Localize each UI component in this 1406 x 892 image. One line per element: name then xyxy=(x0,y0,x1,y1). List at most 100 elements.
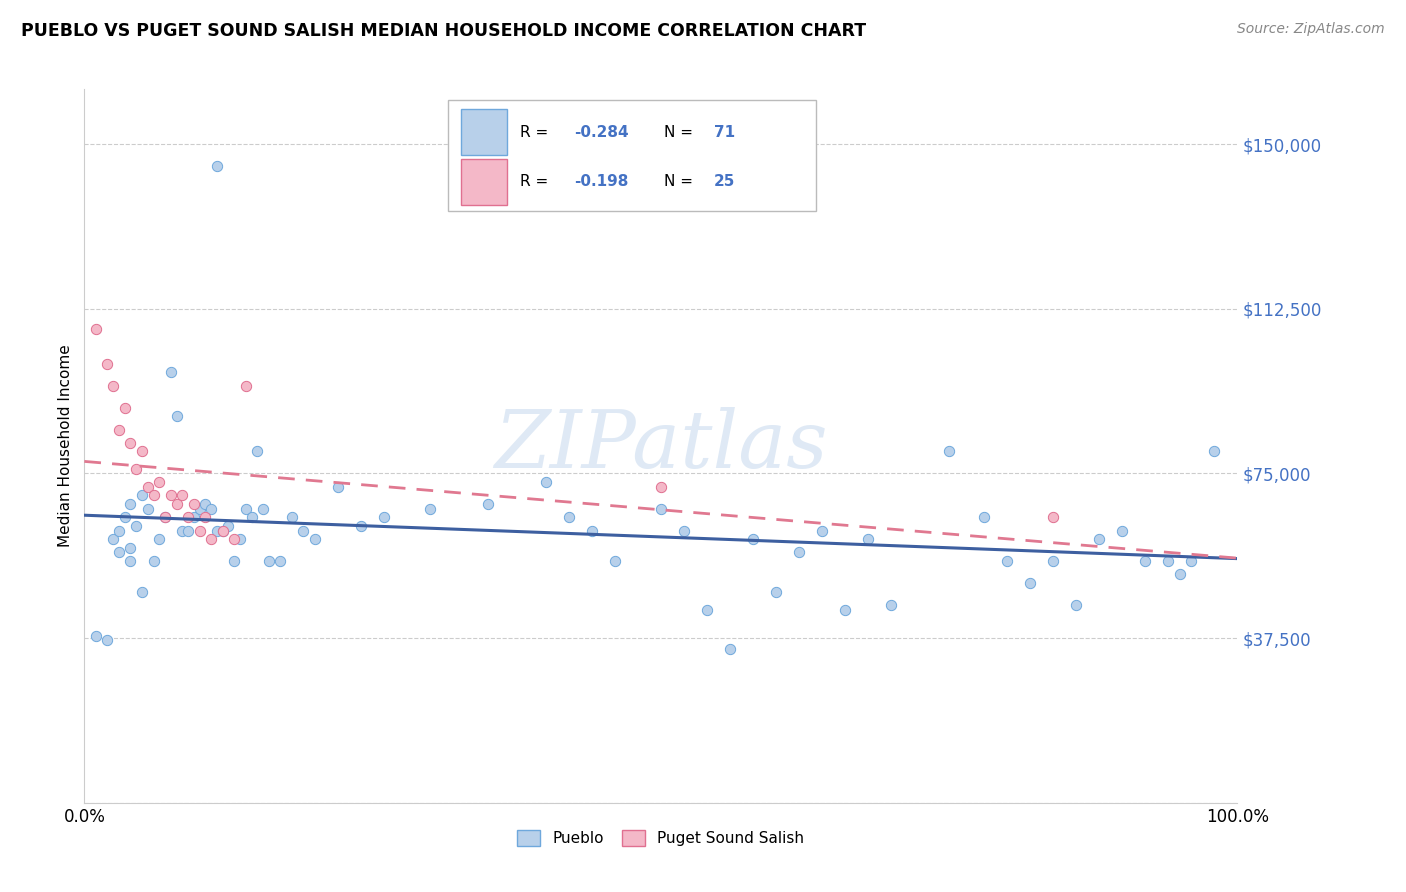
Point xyxy=(136,501,159,516)
Point xyxy=(1042,510,1064,524)
Point xyxy=(183,497,205,511)
Point xyxy=(114,401,136,415)
Text: ZIPatlas: ZIPatlas xyxy=(494,408,828,484)
Point xyxy=(938,444,960,458)
Point xyxy=(1018,576,1040,591)
Point xyxy=(205,524,228,538)
Text: N =: N = xyxy=(664,125,699,139)
Point xyxy=(650,480,672,494)
FancyBboxPatch shape xyxy=(447,100,817,211)
Point xyxy=(148,533,170,547)
Point xyxy=(84,321,107,335)
Point xyxy=(858,533,880,547)
Point xyxy=(177,510,200,524)
Point xyxy=(120,541,142,555)
Point xyxy=(120,554,142,568)
Point xyxy=(973,510,995,524)
Point xyxy=(103,378,124,392)
Point xyxy=(326,480,349,494)
Point xyxy=(419,501,441,516)
Point xyxy=(211,524,233,538)
Text: R =: R = xyxy=(520,175,554,189)
Point xyxy=(120,435,142,450)
Point xyxy=(183,510,205,524)
Point xyxy=(166,497,188,511)
Point xyxy=(120,497,142,511)
Point xyxy=(350,519,373,533)
Point xyxy=(125,462,148,476)
Point xyxy=(1064,598,1087,612)
Point xyxy=(534,475,557,490)
Point xyxy=(177,524,200,538)
Point xyxy=(131,488,153,502)
Point xyxy=(235,378,257,392)
Point xyxy=(718,642,741,657)
Point xyxy=(211,524,233,538)
Point xyxy=(218,519,240,533)
Point xyxy=(1088,533,1111,547)
Text: PUEBLO VS PUGET SOUND SALISH MEDIAN HOUSEHOLD INCOME CORRELATION CHART: PUEBLO VS PUGET SOUND SALISH MEDIAN HOUS… xyxy=(21,22,866,40)
Point xyxy=(603,554,626,568)
Point xyxy=(188,524,211,538)
Text: 25: 25 xyxy=(714,175,735,189)
Text: -0.284: -0.284 xyxy=(575,125,628,139)
Point xyxy=(153,510,176,524)
Point xyxy=(108,423,131,437)
Point xyxy=(1157,554,1180,568)
Point xyxy=(136,480,159,494)
Point xyxy=(650,501,672,516)
Point xyxy=(292,524,315,538)
Point xyxy=(246,444,269,458)
Point xyxy=(240,510,263,524)
Point xyxy=(257,554,280,568)
Point xyxy=(557,510,579,524)
Point xyxy=(1180,554,1202,568)
Point xyxy=(834,602,856,616)
Point xyxy=(200,501,222,516)
Point xyxy=(304,533,326,547)
Point xyxy=(96,633,118,648)
Point xyxy=(131,585,153,599)
Point xyxy=(103,533,124,547)
Point xyxy=(811,524,834,538)
Text: 71: 71 xyxy=(714,125,735,139)
Point xyxy=(252,501,274,516)
Point xyxy=(142,554,165,568)
Point xyxy=(194,497,217,511)
Text: R =: R = xyxy=(520,125,554,139)
Point xyxy=(696,602,718,616)
Point xyxy=(1133,554,1156,568)
Point xyxy=(672,524,695,538)
Point xyxy=(373,510,395,524)
Point xyxy=(765,585,787,599)
Point xyxy=(125,519,148,533)
Point xyxy=(229,533,252,547)
FancyBboxPatch shape xyxy=(461,159,508,205)
Point xyxy=(224,554,246,568)
Point xyxy=(108,524,131,538)
Point xyxy=(995,554,1018,568)
Point xyxy=(1111,524,1133,538)
Point xyxy=(194,510,217,524)
Point xyxy=(160,366,183,380)
Point xyxy=(148,475,170,490)
Point xyxy=(269,554,291,568)
Legend: Pueblo, Puget Sound Salish: Pueblo, Puget Sound Salish xyxy=(512,824,810,852)
Point xyxy=(142,488,165,502)
Text: N =: N = xyxy=(664,175,699,189)
Point xyxy=(160,488,183,502)
Point xyxy=(131,444,153,458)
Point xyxy=(787,545,810,559)
Point xyxy=(172,488,194,502)
FancyBboxPatch shape xyxy=(461,109,508,155)
Point xyxy=(235,501,257,516)
Point xyxy=(114,510,136,524)
Point xyxy=(1042,554,1064,568)
Point xyxy=(205,159,228,173)
Point xyxy=(108,545,131,559)
Point xyxy=(166,409,188,424)
Point xyxy=(188,501,211,516)
Point xyxy=(1204,444,1226,458)
Point xyxy=(96,357,118,371)
Point xyxy=(153,510,176,524)
